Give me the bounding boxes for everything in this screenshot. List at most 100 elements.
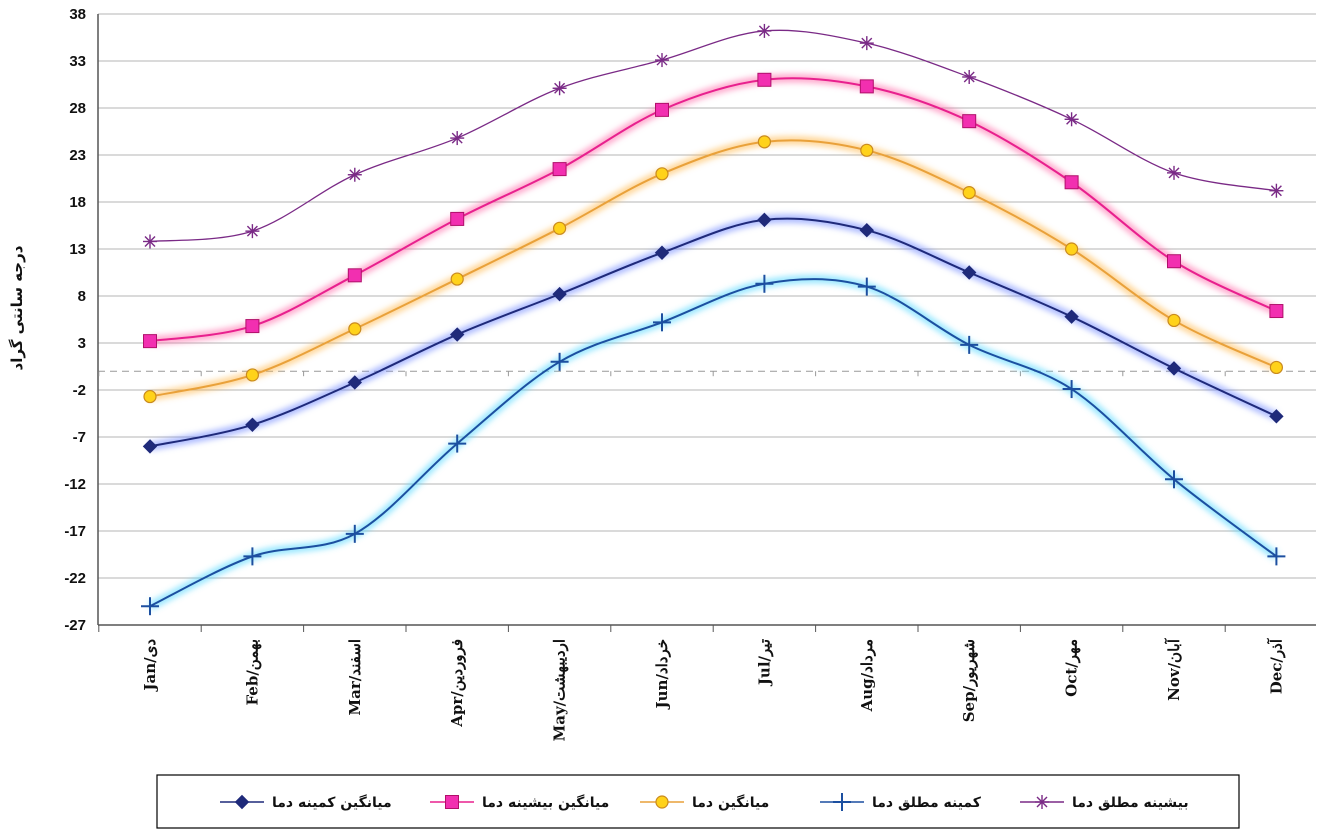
- data-point: [757, 135, 772, 149]
- legend-marker: [445, 795, 459, 809]
- data-point: [1064, 242, 1079, 256]
- y-tick-label: 13: [69, 241, 86, 258]
- legend-marker: [833, 793, 851, 811]
- series-4: [143, 23, 1284, 249]
- legend-marker: [655, 795, 669, 809]
- data-point: [860, 143, 874, 157]
- data-point: [961, 265, 977, 280]
- series-group: [141, 23, 1286, 616]
- data-point: [448, 434, 467, 453]
- series-line: [149, 278, 1278, 608]
- y-tick-label: -12: [64, 476, 86, 493]
- data-point: [1269, 409, 1284, 424]
- data-point: [859, 222, 875, 238]
- y-axis-label: درجه سانتی گراد: [8, 245, 26, 370]
- series-2: [143, 135, 1284, 404]
- legend-label: کمینه مطلق دما: [872, 795, 982, 811]
- data-point: [347, 375, 363, 390]
- y-tick-label: -27: [64, 617, 86, 634]
- data-point: [859, 36, 874, 51]
- series-line: [149, 77, 1277, 343]
- data-point: [449, 327, 465, 342]
- series-glow: [148, 274, 1280, 611]
- data-point: [450, 211, 465, 226]
- data-point: [143, 334, 157, 349]
- legend-label: بیشینه مطلق دما: [1072, 795, 1189, 811]
- series-1: [143, 72, 1284, 349]
- data-point: [755, 274, 774, 293]
- data-point: [857, 277, 876, 296]
- x-tick-label: Feb/بهمن: [243, 639, 261, 706]
- data-point: [1269, 183, 1284, 198]
- data-point: [653, 313, 671, 332]
- data-point: [552, 162, 567, 177]
- data-point: [1269, 360, 1284, 375]
- data-point: [245, 368, 259, 382]
- x-axis-ticks: Jan/دی Feb/بهمن Mar/اسفند Apr/فروردین May/ار…: [141, 637, 1285, 741]
- y-tick-label: -2: [73, 382, 86, 399]
- data-point: [1267, 547, 1286, 566]
- grid-lines: [98, 13, 1316, 579]
- y-tick-label: 18: [69, 194, 86, 211]
- x-tick-label: Nov/آبان: [1164, 637, 1183, 701]
- data-point: [1165, 470, 1183, 489]
- x-tick-label: Sep/شهریور: [960, 639, 978, 722]
- x-tick-label: Mar/اسفند: [346, 639, 364, 715]
- legend-item: بیشینه مطلق دما: [1020, 795, 1189, 811]
- data-point: [243, 547, 262, 566]
- data-point: [655, 167, 669, 181]
- data-point: [1064, 112, 1079, 127]
- legend-item: میانگین بیشینه دما: [430, 794, 609, 811]
- data-point: [1167, 165, 1181, 180]
- data-point: [757, 72, 772, 87]
- data-point: [962, 114, 977, 129]
- x-tick-label: Dec/آذر: [1266, 637, 1285, 694]
- data-point: [552, 286, 567, 302]
- y-tick-label: -22: [64, 570, 86, 587]
- x-tick-label: Apr/فروردین: [448, 639, 466, 728]
- legend-item: میانگین دما: [640, 794, 769, 811]
- data-point: [142, 439, 158, 454]
- data-point: [141, 597, 159, 616]
- data-point: [550, 352, 569, 371]
- data-point: [345, 524, 364, 543]
- legend-item: کمینه مطلق دما: [820, 793, 982, 811]
- data-point: [757, 23, 772, 38]
- data-point: [552, 81, 567, 96]
- y-tick-label: 23: [69, 147, 86, 164]
- y-tick-label: 38: [69, 6, 86, 23]
- y-tick-label: 28: [69, 100, 86, 117]
- data-point: [1064, 309, 1079, 324]
- data-point: [655, 53, 669, 68]
- data-point: [757, 212, 772, 228]
- y-tick-label: 33: [69, 53, 86, 70]
- data-point: [655, 102, 669, 117]
- data-point: [1064, 175, 1079, 190]
- data-point: [1167, 313, 1181, 328]
- x-tick-label: Jan/دی: [141, 639, 159, 693]
- x-tick-label: Jul/تیر: [755, 639, 773, 687]
- y-tick-label: -7: [73, 429, 86, 446]
- series-line: [149, 139, 1277, 398]
- data-point: [143, 234, 157, 249]
- x-tick-label: Aug/مرداد: [858, 639, 876, 712]
- data-point: [347, 268, 362, 283]
- x-tick-label: Jun/خرداد: [653, 639, 671, 710]
- data-point: [1166, 361, 1182, 376]
- x-tick-label: May/اردیبهشت: [551, 639, 569, 741]
- series-line: [149, 217, 1277, 448]
- data-point: [245, 417, 260, 432]
- data-point: [348, 322, 362, 336]
- axes: [97, 14, 1316, 632]
- data-point: [960, 335, 979, 354]
- data-point: [347, 167, 362, 182]
- data-point: [245, 224, 260, 239]
- data-point: [1167, 254, 1181, 269]
- data-point: [654, 245, 670, 260]
- legend-marker: [234, 794, 250, 810]
- legend-label: میانگین دما: [692, 794, 769, 811]
- data-point: [245, 319, 260, 334]
- y-tick-label: 3: [78, 335, 86, 352]
- legend-label: میانگین بیشینه دما: [482, 794, 609, 811]
